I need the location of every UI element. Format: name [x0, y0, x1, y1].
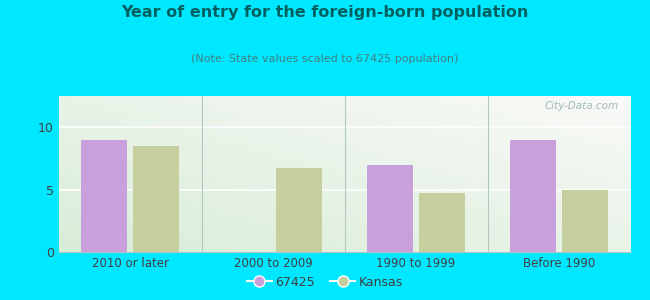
Text: City-Data.com: City-Data.com	[545, 101, 619, 111]
Text: (Note: State values scaled to 67425 population): (Note: State values scaled to 67425 popu…	[191, 54, 459, 64]
Bar	[276, 168, 322, 252]
Bar	[510, 140, 556, 252]
Bar	[81, 140, 127, 252]
Text: Year of entry for the foreign-born population: Year of entry for the foreign-born popul…	[122, 4, 528, 20]
Bar	[367, 165, 413, 252]
Bar	[562, 190, 608, 252]
Bar	[419, 193, 465, 252]
Legend: 67425, Kansas: 67425, Kansas	[242, 271, 408, 294]
Bar	[133, 146, 179, 252]
